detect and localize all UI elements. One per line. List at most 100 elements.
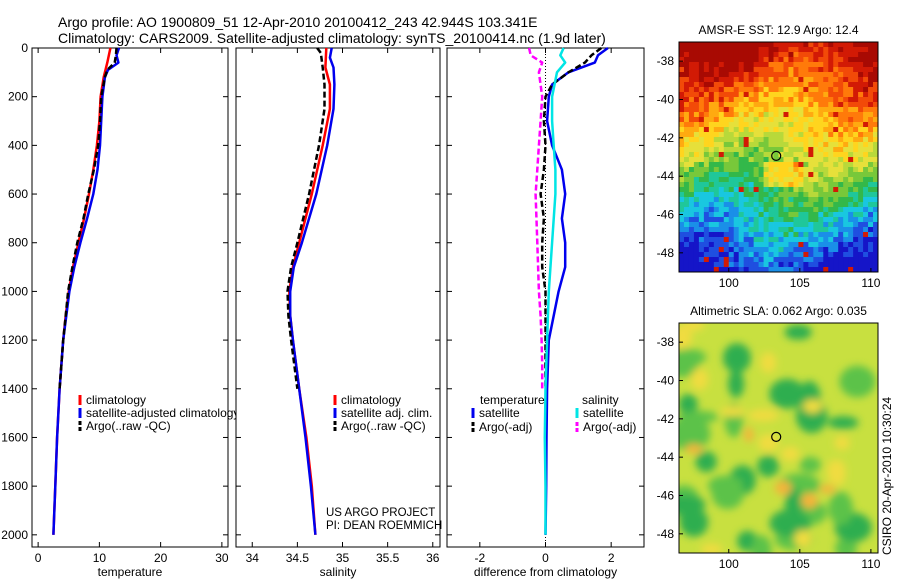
sst-cell	[748, 132, 755, 138]
sst-cell	[753, 247, 760, 253]
sst-cell	[679, 137, 685, 143]
sst-cell	[718, 57, 725, 63]
sst-cell	[843, 62, 849, 68]
sst-cell	[738, 227, 745, 233]
sst-cell	[848, 187, 854, 193]
sst-cell	[728, 177, 735, 183]
sst-cell	[679, 167, 685, 173]
sst-cell	[833, 232, 839, 238]
sst-cell	[868, 217, 874, 223]
sst-cell	[863, 187, 869, 193]
sst-cell	[843, 167, 849, 173]
sst-cell	[813, 107, 819, 113]
sst-cell	[833, 137, 839, 143]
sst-cell	[873, 222, 878, 228]
sst-cell	[813, 182, 819, 188]
sst-cell	[848, 122, 854, 128]
sst-cell	[768, 207, 774, 213]
sst-cell	[843, 52, 849, 58]
sst-cell	[813, 257, 819, 263]
sst-cell	[808, 257, 814, 263]
sst-cell	[753, 62, 760, 68]
sst-cell	[738, 92, 745, 98]
sla-blob-low	[679, 393, 698, 416]
sst-cell	[693, 247, 700, 253]
sst-cell	[708, 202, 715, 208]
sst-cell	[783, 57, 789, 63]
sst-cell	[778, 112, 784, 118]
sst-cell	[743, 117, 750, 123]
sst-cell	[848, 67, 854, 73]
sst-cell	[873, 217, 878, 223]
sst-cell	[738, 182, 745, 188]
sst-cell	[758, 92, 764, 98]
sst-cell	[748, 167, 755, 173]
sst-cell	[778, 87, 784, 93]
sst-cell	[793, 102, 799, 108]
sst-cell	[698, 257, 705, 263]
sst-cell	[733, 197, 740, 203]
sst-cell	[708, 207, 715, 213]
sla-blob-peak	[774, 481, 792, 495]
sst-cell	[723, 102, 730, 108]
sst-cell	[803, 247, 809, 253]
sst-cell	[728, 52, 735, 58]
sst-cell	[713, 207, 720, 213]
sst-cell	[708, 187, 715, 193]
temperature-y-tick-label: 400	[8, 138, 28, 152]
sst-cell	[833, 237, 839, 243]
sst-cell	[768, 77, 774, 83]
sst-cell	[843, 212, 849, 218]
sst-cell	[803, 122, 809, 128]
sst-cell	[778, 82, 784, 88]
sst-cell	[723, 257, 730, 263]
sst-cell	[703, 97, 710, 103]
sst-cell	[823, 102, 829, 108]
sst-cell	[848, 262, 854, 268]
sst-cell	[863, 202, 869, 208]
sst-cell	[873, 162, 878, 168]
sst-cell	[768, 42, 774, 48]
sst-cell	[783, 147, 789, 153]
sst-cell	[723, 237, 730, 243]
sst-cell	[818, 202, 824, 208]
sst-cell	[793, 217, 799, 223]
sst-cell	[833, 72, 839, 78]
sst-cell	[748, 107, 755, 113]
sst-cell	[828, 97, 834, 103]
sst-cell	[753, 192, 760, 198]
sst-cell	[813, 167, 819, 173]
sst-cell	[713, 127, 720, 133]
temperature-series-black	[58, 47, 118, 389]
sst-cell	[823, 242, 829, 248]
sst-cell	[828, 157, 834, 163]
sst-cell	[683, 197, 690, 203]
sst-cell	[808, 187, 814, 193]
sst-cell	[848, 267, 854, 272]
temperature-plot-frame	[31, 47, 229, 548]
sst-cell	[703, 172, 710, 178]
sst-cell	[698, 82, 705, 88]
sst-cell	[843, 127, 849, 133]
sst-cell	[798, 82, 804, 88]
sst-cell	[843, 182, 849, 188]
sst-cell	[848, 257, 854, 263]
sst-cell	[773, 112, 779, 118]
sst-cell	[823, 227, 829, 233]
sst-cell	[843, 237, 849, 243]
sst-cell	[713, 242, 720, 248]
sst-cell	[793, 82, 799, 88]
sst-cell	[718, 97, 725, 103]
sst-cell	[788, 217, 794, 223]
salinity-x-tick-label: 35.5	[376, 551, 400, 565]
sst-cell	[679, 112, 685, 118]
sst-cell	[853, 127, 859, 133]
sst-cell	[743, 152, 750, 158]
sst-cell	[733, 187, 740, 193]
sst-cell	[858, 102, 864, 108]
sst-cell	[798, 242, 804, 248]
sst-cell	[823, 77, 829, 83]
sst-cell	[743, 197, 750, 203]
sst-cell	[823, 57, 829, 63]
sst-cell	[833, 162, 839, 168]
